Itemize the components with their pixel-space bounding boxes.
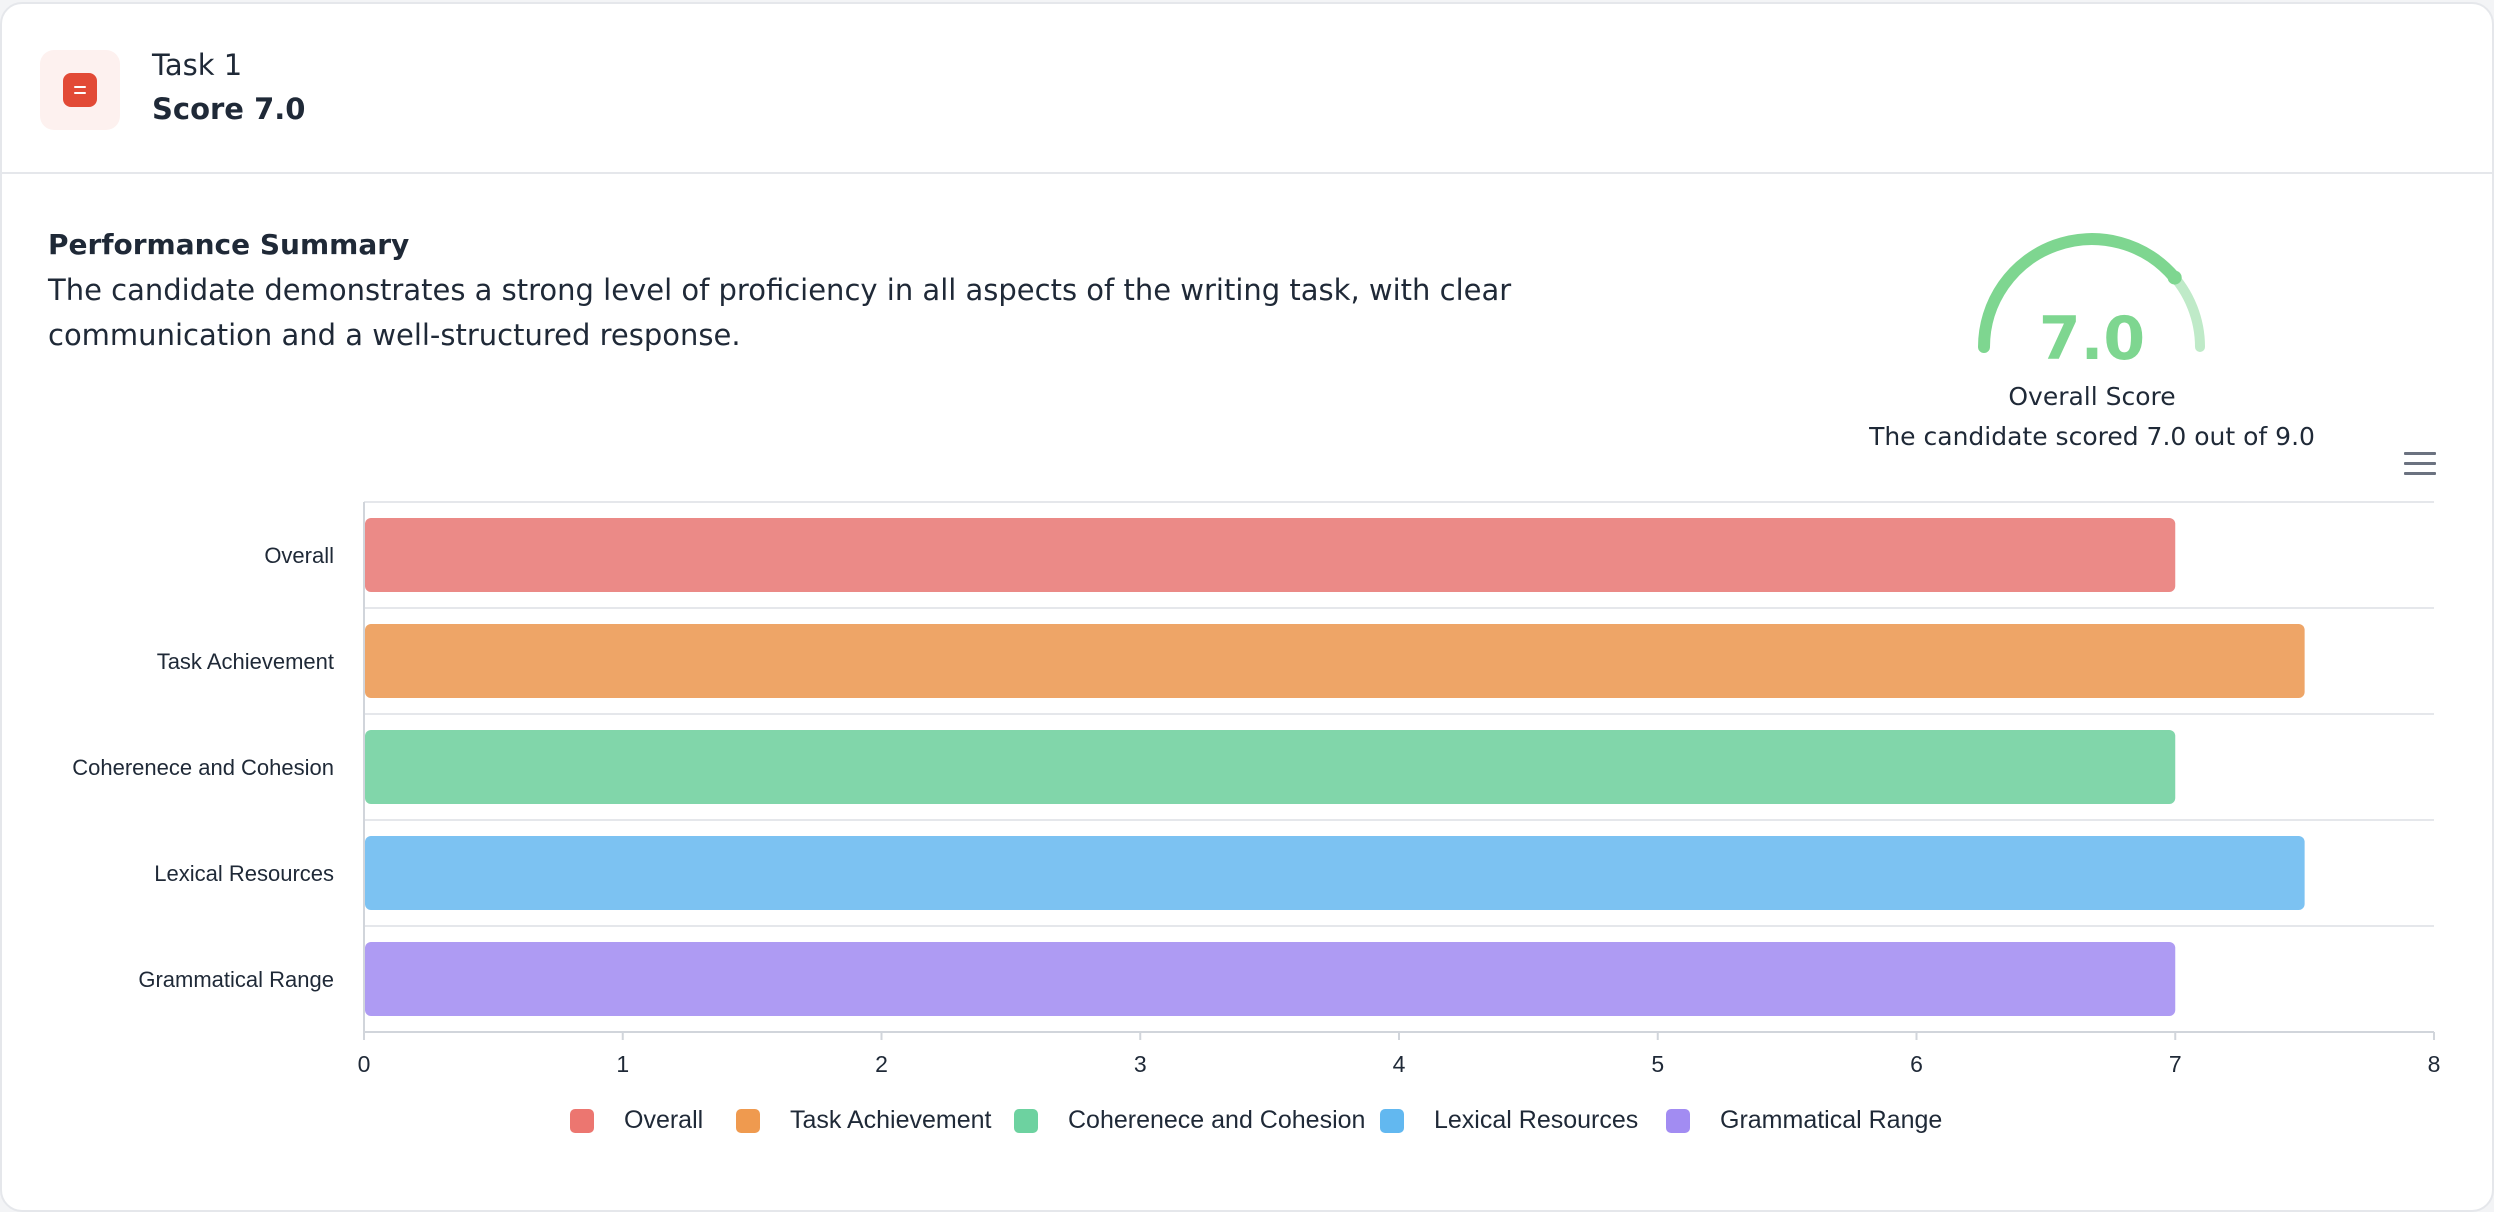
legend-item[interactable]: Task Achievement — [736, 1104, 996, 1140]
chart-legend: Overall Task Achievement Coherenece and Co… — [2, 1104, 2492, 1140]
legend-item[interactable]: Lexical Resources — [1380, 1104, 1648, 1140]
legend-swatch — [1666, 1109, 1690, 1133]
gauge-caption: The candidate scored 7.0 out of 9.0 — [1869, 422, 2315, 451]
gauge-label: Overall Score — [2008, 382, 2176, 411]
bar-lexical-resources — [365, 836, 2305, 910]
score-gauge — [1978, 233, 2205, 353]
legend-label: Overall — [624, 1106, 704, 1134]
legend-swatch — [1014, 1109, 1038, 1133]
task-icon-container — [40, 50, 120, 130]
legend-swatch — [1380, 1109, 1404, 1133]
gauge-marker — [2167, 270, 2182, 285]
category-label: Lexical Resources — [154, 861, 334, 886]
gauge-value: 7.0 — [2038, 304, 2146, 374]
summary-text: The candidate demonstrates a strong leve… — [48, 273, 1512, 352]
summary-title: Performance Summary — [48, 228, 410, 261]
category-label: Coherenece and Cohesion — [72, 755, 334, 780]
legend-swatch — [570, 1109, 594, 1133]
legend-item[interactable]: Overall — [570, 1104, 718, 1140]
hamburger-menu-icon[interactable] — [2404, 452, 2436, 478]
x-tick-label: 0 — [358, 1051, 371, 1077]
category-label: Overall — [264, 543, 334, 568]
legend-swatch — [736, 1109, 760, 1133]
legend-label: Lexical Resources — [1434, 1106, 1639, 1134]
legend-label: Task Achievement — [790, 1106, 992, 1134]
bar-chart: Overall Task Achievement Coherenece and Co… — [72, 501, 2441, 1077]
x-tick-label: 4 — [1393, 1051, 1406, 1077]
x-tick-label: 5 — [1651, 1051, 1664, 1077]
bar-task-achievement — [365, 624, 2305, 698]
bar-coherenece-and-cohesion — [365, 730, 2176, 804]
legend-label: Coherenece and Cohesion — [1068, 1106, 1366, 1134]
x-tick-label: 7 — [2169, 1051, 2182, 1077]
x-tick-label: 3 — [1134, 1051, 1147, 1077]
legend-label: Grammatical Range — [1720, 1106, 1943, 1134]
legend-item[interactable]: Coherenece and Cohesion — [1014, 1104, 1366, 1140]
category-label: Task Achievement — [157, 649, 334, 674]
card-header: Task 1 Score 7.0 — [2, 4, 2492, 174]
task-title: Task 1 — [152, 48, 243, 82]
gauge-fill — [1978, 233, 2181, 353]
x-tick-label: 1 — [616, 1051, 629, 1077]
document-icon — [63, 73, 97, 107]
bar-grammatical-range — [365, 942, 2176, 1016]
legend-item[interactable]: Grammatical Range — [1666, 1104, 1942, 1140]
bar-overall — [365, 518, 2176, 592]
task-score: Score 7.0 — [152, 92, 306, 126]
x-tick-label: 2 — [875, 1051, 888, 1077]
x-tick-label: 8 — [2428, 1051, 2441, 1077]
x-tick-label: 6 — [1910, 1051, 1923, 1077]
category-label: Grammatical Range — [138, 967, 334, 992]
